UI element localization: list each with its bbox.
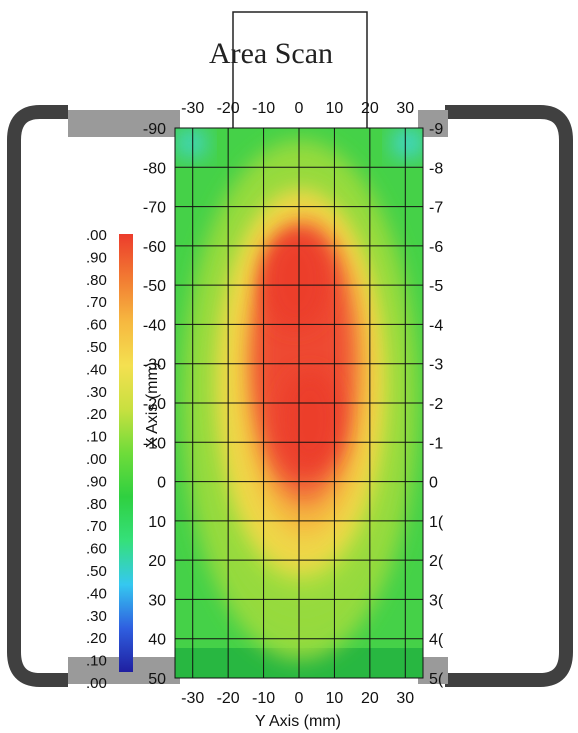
- left-tick-label: 0: [157, 475, 166, 492]
- left-tick-label: 10: [148, 514, 166, 531]
- x-axis-label: Y Axis (mm): [255, 713, 341, 730]
- colorbar-tick-label: .80: [86, 496, 107, 513]
- bottom-tick-label: -10: [252, 690, 275, 707]
- right-tick-label: -5: [429, 278, 443, 295]
- top-tick-label: 30: [396, 100, 414, 117]
- top-tick-label: 0: [295, 100, 304, 117]
- left-tick-label: -90: [143, 121, 166, 138]
- colorbar-tick-label: .20: [86, 630, 107, 647]
- colorbar-tick-label: .10: [86, 653, 107, 670]
- colorbar-tick-label: .40: [86, 585, 107, 602]
- right-tick-label: -2: [429, 396, 443, 413]
- right-tick-label: 3(: [429, 592, 444, 609]
- colorbar-tick-labels: .00 .90 .80 .70 .60 .50 .40 .30 .20 .10 .00 .90 .80.…: [86, 227, 107, 692]
- top-tick-label: 20: [361, 100, 379, 117]
- colorbar-tick-label: .50: [86, 339, 107, 356]
- colorbar-tick-label: .50: [86, 563, 107, 580]
- bottom-tick-label: 20: [361, 690, 379, 707]
- colorbar-tick-label: .00: [86, 675, 107, 692]
- top-tick-label: -10: [252, 100, 275, 117]
- colorbar-tick-label: .70: [86, 294, 107, 311]
- left-tick-label: 50: [148, 671, 166, 688]
- right-tick-label: -3: [429, 357, 443, 374]
- bottom-tick-label: 30: [396, 690, 414, 707]
- plot-border: [174, 127, 424, 679]
- tick-labels: -30 -20 -10 0 10 20 30-30 -20 -10 0 10 20 30-90-80-7…: [143, 100, 444, 707]
- colorbar: [119, 234, 133, 672]
- colorbar-tick-label: .40: [86, 361, 107, 378]
- right-tick-label: 0: [429, 475, 438, 492]
- left-tick-label: -40: [143, 317, 166, 334]
- right-tick-label: -9: [429, 121, 443, 138]
- colorbar-tick-label: .30: [86, 608, 107, 625]
- left-tick-label: -80: [143, 160, 166, 177]
- bottom-tick-label: -30: [181, 690, 204, 707]
- colorbar-tick-label: .90: [86, 249, 107, 266]
- right-tick-label: 4(: [429, 632, 444, 649]
- right-tick-label: -7: [429, 200, 443, 217]
- top-tick-label: -20: [217, 100, 240, 117]
- colorbar-tick-label: .90: [86, 473, 107, 490]
- left-tick-label: 30: [148, 592, 166, 609]
- y-axis-label: X Axis (mm): [144, 362, 161, 448]
- colorbar-tick-label: .00: [86, 227, 107, 244]
- left-tick-label: -60: [143, 239, 166, 256]
- top-tick-label: -30: [181, 100, 204, 117]
- right-tick-label: -1: [429, 435, 443, 452]
- right-tick-label: 2(: [429, 553, 444, 570]
- right-tick-label: 1(: [429, 514, 444, 531]
- bottom-tick-label: 10: [326, 690, 344, 707]
- left-tick-label: -30: [143, 357, 166, 374]
- right-tick-label: -6: [429, 239, 443, 256]
- left-tick-label: -20: [143, 396, 166, 413]
- colorbar-tick-label: .30: [86, 384, 107, 401]
- right-tick-label: -4: [429, 317, 443, 334]
- colorbar-tick-label: .60: [86, 541, 107, 558]
- title-bracket: Area Scan: [209, 11, 368, 133]
- left-tick-label: -50: [143, 278, 166, 295]
- right-tick-label: 5(: [429, 671, 444, 688]
- bottom-tick-label: 0: [295, 690, 304, 707]
- colorbar-tick-label: .00: [86, 451, 107, 468]
- colorbar-tick-label: .60: [86, 317, 107, 334]
- colorbar-tick-label: .80: [86, 272, 107, 289]
- left-tick-label: 20: [148, 553, 166, 570]
- colorbar-tick-label: .10: [86, 429, 107, 446]
- right-tick-label: -8: [429, 160, 443, 177]
- top-tick-label: 10: [326, 100, 344, 117]
- heatmap-grid: [174, 127, 424, 679]
- left-tick-label: -70: [143, 200, 166, 217]
- bottom-tick-label: -20: [217, 690, 240, 707]
- chart-title: Area Scan: [209, 37, 333, 70]
- colorbar-tick-label: .20: [86, 406, 107, 423]
- left-tick-label: 40: [148, 632, 166, 649]
- colorbar-tick-label: .70: [86, 518, 107, 535]
- left-tick-label: -10: [143, 435, 166, 452]
